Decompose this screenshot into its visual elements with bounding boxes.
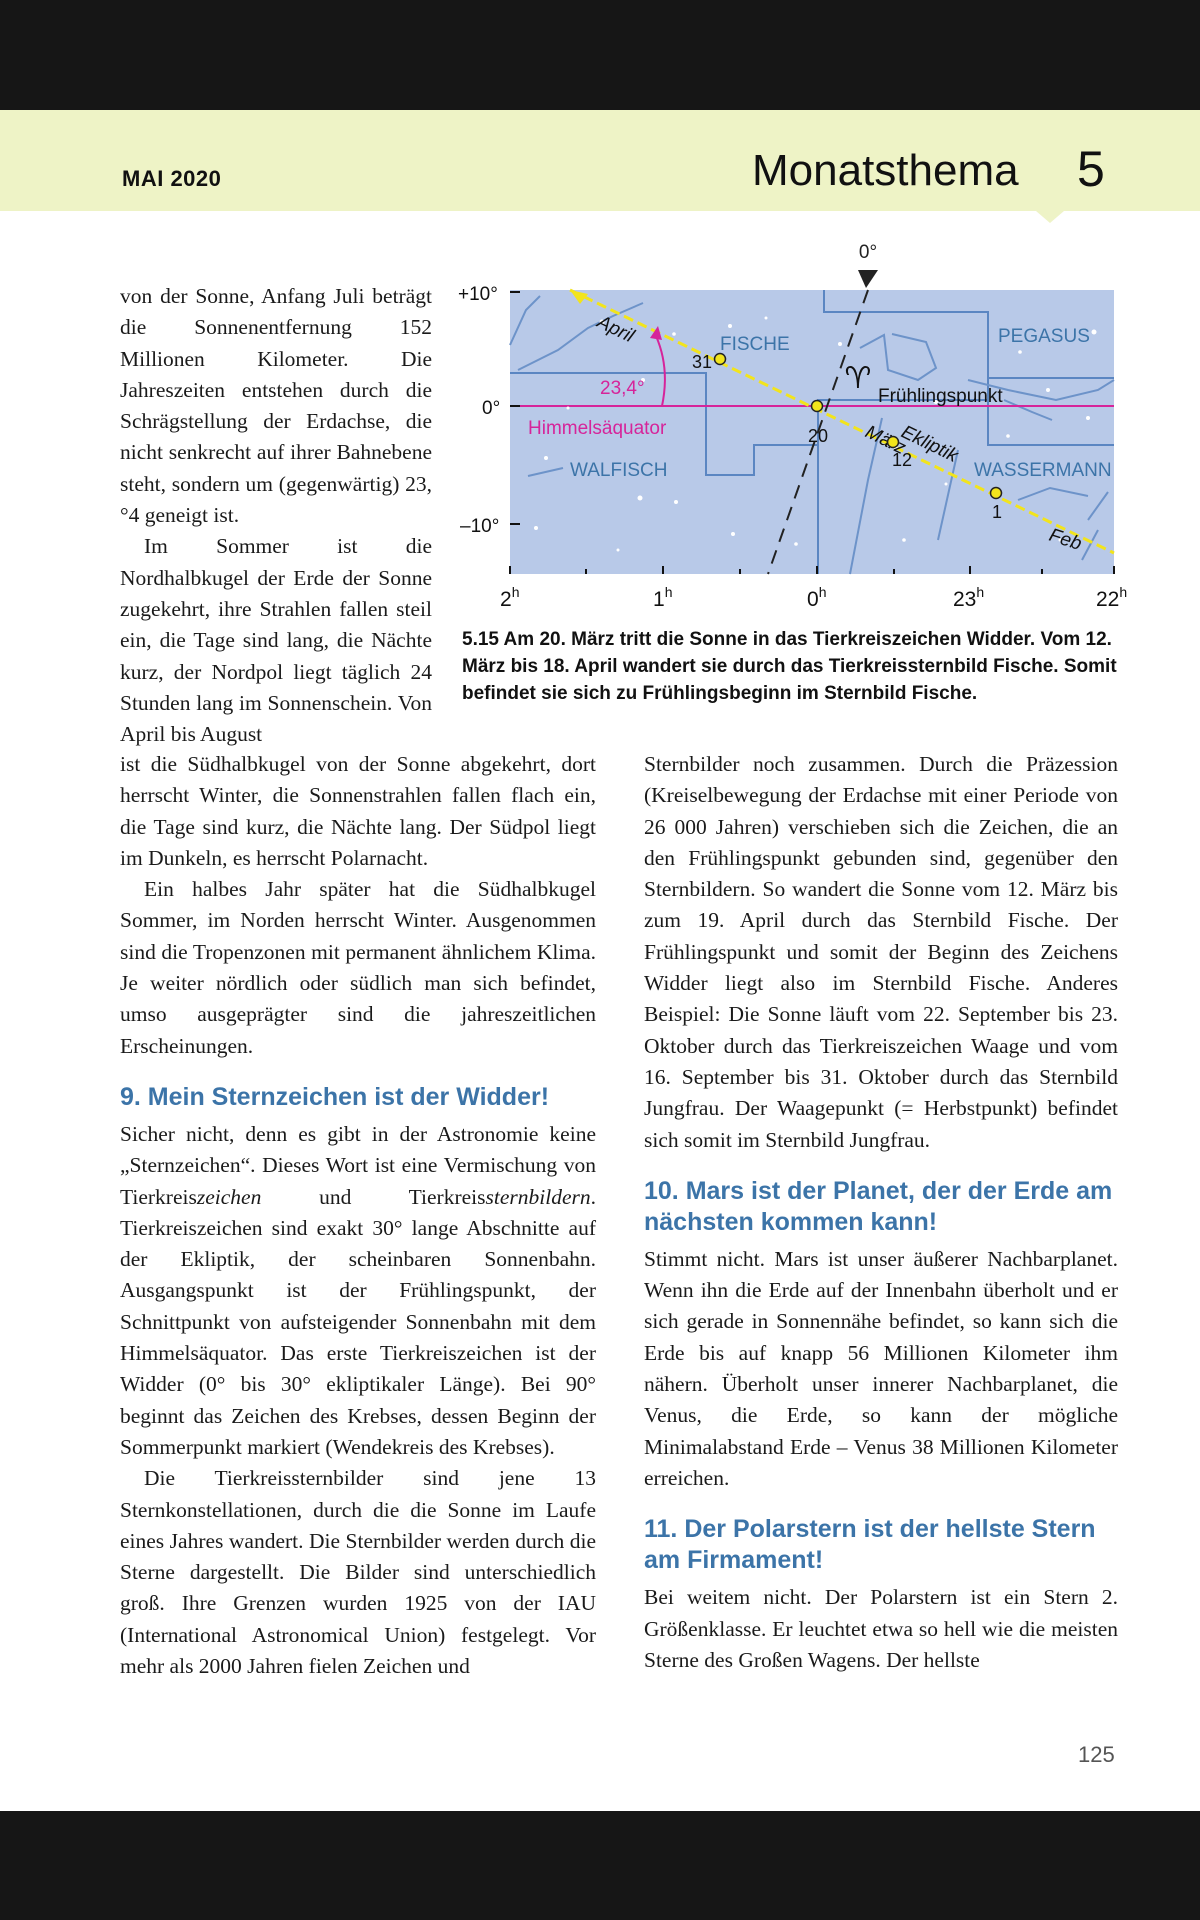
- equator-label: Himmelsäquator: [528, 418, 667, 439]
- angle-label: 23,4°: [600, 378, 645, 399]
- date-label-31: 31: [692, 352, 712, 372]
- ecliptic-line: [569, 288, 1115, 555]
- constellation-boundaries: [510, 290, 1114, 574]
- text-column-left: ist die Südhalbkugel von der Sonne abgek…: [120, 749, 596, 1682]
- y-tick-label: +10°: [458, 284, 498, 305]
- top-hour-label: 0°: [859, 242, 877, 263]
- paragraph: von der Sonne, Anfang Juli beträgt die S…: [120, 284, 432, 528]
- ecliptic-arrow: [570, 290, 588, 304]
- angle-arrow: [650, 326, 662, 340]
- angle-arc: [655, 335, 666, 407]
- paragraph: Ein halbes Jahr später hat die Südhalbku…: [120, 877, 596, 1058]
- bottom-bar: [0, 1811, 1200, 1920]
- header-month: MAI 2020: [122, 166, 222, 191]
- paragraph: Stimmt nicht. Mars ist unser äußerer Nac…: [644, 1246, 1118, 1490]
- constellation-label-wassermann: WASSERMANN: [974, 460, 1112, 481]
- constellation-figures: [509, 295, 1115, 575]
- paragraph: Sternbilder noch zusammen. Durch die Prä…: [644, 752, 1118, 1152]
- sun-position-markers: [713, 352, 1003, 500]
- chapter-number: 5: [1077, 141, 1105, 197]
- constellation-label-fische: FISCHE: [720, 334, 790, 355]
- constellation-label-pegasus: PEGASUS: [998, 326, 1090, 347]
- hour-circle-0h: [767, 289, 869, 575]
- y-tick-label: 0°: [482, 398, 500, 419]
- x-tick-label: 0h: [807, 584, 826, 611]
- top-bar: [0, 0, 1200, 110]
- paragraph: Im Sommer ist die Nordhalbkugel der Erde…: [120, 534, 432, 747]
- x-tick-marks: [509, 566, 1115, 574]
- section-heading-9: 9. Mein Sternzeichen ist der Widder!: [120, 1082, 550, 1111]
- paragraph: Sicher nicht, denn es gibt in der Astron…: [120, 1121, 596, 1459]
- aries-symbol: ♈: [845, 362, 872, 395]
- section-heading-10: 10. Mars ist der Planet, der der Erde am…: [644, 1176, 1113, 1236]
- vernal-point-label: Frühlingspunkt: [878, 386, 1003, 407]
- x-tick-label: 1h: [653, 584, 672, 611]
- date-label-12: 12: [892, 450, 912, 470]
- constellation-label-walfisch: WALFISCH: [570, 460, 667, 481]
- date-label-20: 20: [808, 426, 828, 446]
- stars: [534, 316, 1097, 552]
- section-heading-11: 11. Der Polarstern ist der hellste Stern…: [644, 1515, 1096, 1575]
- date-label-1: 1: [992, 502, 1002, 522]
- header-title: Monatsthema: [752, 146, 1019, 195]
- y-tick-label: –10°: [460, 516, 499, 537]
- y-tick-marks: [510, 291, 520, 525]
- page-number: 125: [1078, 1742, 1115, 1767]
- paragraph: ist die Südhalbkugel von der Sonne abgek…: [120, 752, 596, 870]
- x-tick-labels: 2h 1h 0h 23h 22h: [500, 584, 1127, 611]
- text-column-right: Sternbilder noch zusammen. Durch die Prä…: [644, 749, 1118, 1676]
- x-tick-label: 22h: [1096, 584, 1127, 611]
- header-notch: [1036, 211, 1064, 223]
- top-marker-arrow: [858, 270, 878, 288]
- sky-area: [510, 290, 1114, 574]
- paragraph: Die Tierkreissternbilder sind jene 13 St…: [120, 1466, 596, 1679]
- page-header: MAI 2020 Monatsthema 5: [0, 110, 1200, 211]
- text-column-top: von der Sonne, Anfang Juli beträgt die S…: [120, 281, 432, 750]
- x-tick-label: 2h: [500, 584, 519, 611]
- x-tick-label: 23h: [953, 584, 984, 611]
- figure-caption: 5.15 Am 20. März tritt die Sonne in das …: [462, 629, 1117, 704]
- paragraph: Bei weitem nicht. Der Polarstern ist ein…: [644, 1585, 1118, 1672]
- ecliptic-star-chart: 0° 23,4° H: [458, 242, 1127, 611]
